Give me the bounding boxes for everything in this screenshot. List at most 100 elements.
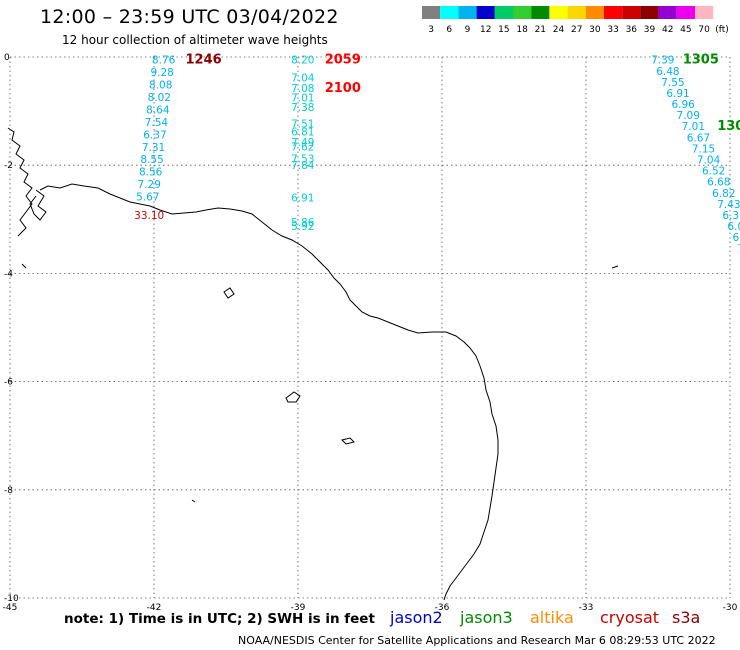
wave-height-value: 8.56 (139, 167, 163, 179)
color-label: 33 (607, 25, 618, 35)
color-label: 6 (446, 25, 452, 35)
lon-tick-label: -45 (3, 603, 18, 613)
coast-nw-detail (7, 127, 47, 237)
color-swatch (622, 6, 641, 19)
wave-height-value: 7.39 (651, 55, 674, 67)
color-swatch (458, 6, 477, 19)
wave-height-value: 7.01 (682, 121, 705, 133)
wave-height-value: 6.52 (702, 166, 725, 178)
wave-height-value: 8.20 (291, 55, 314, 67)
wave-height-value: 6.96 (671, 99, 695, 111)
pass-time-label: 1305 (683, 53, 719, 68)
wave-height-value: 7.08 (291, 83, 314, 95)
footer-credit: NOAA/NESDIS Center for Satellite Applica… (238, 634, 716, 647)
color-swatch (531, 6, 550, 19)
axis-ticks: -45 -42 -39 -36 -33 -30 0 -2 -4 -6 -8 -10 (3, 53, 738, 613)
color-swatch (695, 6, 714, 19)
lat-tick-label: -6 (4, 378, 13, 388)
wave-height-value: 7.49 (291, 137, 314, 149)
island-2 (285, 391, 301, 403)
wave-height-value: 7.31 (142, 142, 165, 154)
wave-height-value: 7.09 (677, 110, 700, 122)
color-swatch (676, 6, 695, 19)
color-swatch (476, 6, 495, 19)
wave-height-value: 7.84 (291, 160, 315, 172)
lat-tick-label: -2 (4, 161, 13, 171)
wave-height-value: 7.08 (738, 243, 740, 255)
lat-tick-label: -4 (4, 269, 13, 279)
wave-height-value: 6.91 (666, 88, 689, 100)
wave-height-value: 7.15 (692, 143, 715, 155)
lat-tick-label: -8 (4, 486, 13, 496)
map-grid (9, 56, 731, 599)
wave-height-value: 8.02 (148, 92, 171, 104)
legend-jason3: jason3 (460, 608, 513, 627)
color-label: 15 (498, 25, 509, 35)
color-label: 12 (480, 25, 491, 35)
coastline (7, 127, 619, 601)
color-label: 42 (662, 25, 673, 35)
color-bar-legend: 3 6 9 12 15 18 21 24 27 30 33 36 39 42 45 70 (ft) (422, 6, 729, 35)
color-label: 3 (428, 25, 434, 35)
color-label: 24 (553, 25, 565, 35)
altimeter-tracks: 8.769.288.088.028.647.546.377.318.558.56… (134, 53, 740, 256)
legend-jason2: jason2 (390, 608, 443, 627)
color-swatch (549, 6, 568, 19)
color-swatch (604, 6, 623, 19)
wave-height-value: 7.29 (138, 179, 161, 191)
color-label: 70 (698, 25, 710, 35)
lon-tick-label: -42 (147, 603, 162, 613)
wave-height-value: 7.51 (291, 119, 314, 131)
color-label: 21 (535, 25, 546, 35)
note-text: note: 1) Time is in UTC; 2) SWH is in fe… (64, 611, 375, 627)
wave-height-value: 6.37 (143, 129, 166, 141)
pass-time-label: 1306 (717, 119, 740, 134)
legend-cryosat: cryosat (600, 608, 660, 627)
wave-height-value: 6.02 (727, 221, 740, 233)
legend-altika: altika (530, 608, 574, 627)
wave-height-value: 6.68 (707, 177, 730, 189)
pass-time-label: 2059 (325, 53, 361, 68)
wave-height-value: 8.76 (152, 55, 176, 67)
page-subtitle: 12 hour collection of altimeter wave hei… (62, 33, 328, 47)
color-swatch (440, 6, 459, 19)
wave-height-value: 7.55 (661, 77, 684, 89)
lon-tick-label: -30 (723, 603, 738, 613)
wave-height-value: 5.67 (136, 192, 159, 204)
wave-height-value: 7.01 (291, 93, 314, 105)
color-swatch (640, 6, 659, 19)
wave-height-value: 33.10 (134, 210, 164, 222)
color-swatch (513, 6, 532, 19)
wave-height-value: 6.82 (712, 188, 735, 200)
brazil-coastline (39, 183, 499, 601)
island-1 (223, 287, 235, 299)
wave-height-value: 7.53 (291, 154, 314, 166)
lon-tick-label: -39 (291, 603, 306, 613)
wave-height-value: 6.81 (291, 127, 314, 139)
color-swatch (494, 6, 513, 19)
color-swatch (585, 6, 604, 19)
wave-height-value: 6.48 (656, 66, 679, 78)
wave-height-value: 8.55 (140, 154, 163, 166)
islet-east (611, 265, 619, 269)
color-swatch (658, 6, 677, 19)
color-swatch (567, 6, 586, 19)
color-unit: (ft) (715, 25, 729, 35)
wave-height-value: 7.38 (291, 102, 314, 114)
pass-time-label: 2100 (325, 81, 361, 96)
wave-height-value: 5.92 (291, 221, 314, 233)
pass-time-label: 1246 (186, 53, 222, 68)
wave-height-value: 7.54 (145, 117, 169, 129)
color-label: 36 (626, 25, 638, 35)
wave-height-value: 6.31 (722, 210, 740, 222)
lon-tick-label: -36 (435, 603, 450, 613)
lat-tick-label: -10 (4, 594, 19, 604)
wave-height-value: 7.43 (717, 199, 740, 211)
wave-height-value: 8.08 (149, 80, 172, 92)
wave-height-value: 9.28 (150, 67, 173, 79)
color-label: 18 (516, 25, 528, 35)
wave-height-value: 7.62 (291, 141, 314, 153)
lat-tick-label: 0 (4, 53, 10, 63)
color-label: 27 (571, 25, 582, 35)
